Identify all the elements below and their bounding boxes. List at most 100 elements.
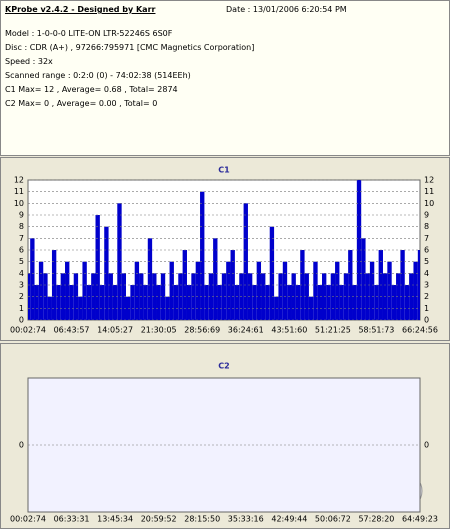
x-tick-label: 42:49:44 [271,515,307,524]
bar [356,180,362,320]
bar [256,261,262,320]
bar [121,273,126,320]
y-tick-label-right: 9 [424,211,429,220]
y-tick-label-right: 7 [424,234,429,243]
x-tick-label: 58:51:73 [358,326,394,335]
y-tick-label-right: 10 [424,199,434,208]
x-tick-label: 14:05:27 [97,326,133,335]
x-tick-label: 00:02:74 [10,515,46,524]
y-tick-label: 9 [19,211,24,220]
bar [69,285,74,320]
bar [352,285,357,320]
bar [204,285,209,320]
bar [308,296,314,320]
x-tick-label: 64:49:23 [402,515,438,524]
bar [160,273,166,320]
bar [265,285,270,320]
bar [365,273,370,320]
bar [213,238,218,320]
y-tick-label: 6 [19,246,24,255]
x-tick-label: 00:02:74 [10,326,46,335]
bar [152,273,157,320]
y-tick-label: 3 [19,281,24,290]
bar [300,250,305,320]
bar [208,273,214,320]
bar [104,226,109,320]
bar [234,285,240,320]
bar [335,261,340,320]
bar [247,273,253,320]
info-line: C1 Max= 12 , Average= 0.68 , Total= 2874 [5,85,178,94]
bar [38,261,44,320]
bar [317,285,322,320]
y-tick-label: 4 [19,269,24,278]
y-tick-label-right: 0 [424,316,429,325]
bar [252,285,257,320]
bar [117,203,122,320]
y-tick-label-right: 12 [424,176,434,185]
bar [348,250,353,320]
bar [295,285,301,320]
y-tick-label: 8 [19,222,24,231]
bar [169,261,174,320]
bar [156,285,161,320]
info-line: Speed : 32x [5,57,53,66]
bar [387,261,392,320]
y-tick-label: 5 [19,257,24,266]
info-line: Scanned range : 0:2:0 (0) - 74:02:38 (51… [5,71,191,80]
y-tick-label-right: 8 [424,222,429,231]
bar [400,250,405,320]
bar [200,191,205,320]
bar [361,238,366,320]
y-tick-label: 1 [19,304,24,313]
bar [417,250,420,320]
chart-title: C2 [218,362,229,371]
x-tick-label: 43:51:60 [271,326,307,335]
bar [217,285,222,320]
y-tick-label-right: 0 [424,441,429,450]
info-line: Model : 1-0-0-0 LITE-ON LTR-52246S 6S0F [5,29,173,38]
bar [173,285,179,320]
bar [282,261,288,320]
bar [108,273,113,320]
bar [369,261,375,320]
bar [86,285,92,320]
y-tick-label: 0 [19,441,24,450]
bar [56,285,61,320]
bar [287,285,292,320]
bar [269,226,275,320]
x-tick-label: 50:06:72 [315,515,351,524]
y-tick-label: 12 [14,176,24,185]
bar [409,273,414,320]
bar [60,273,66,320]
bar [147,238,153,320]
bar [95,215,100,320]
x-tick-label: 28:56:69 [184,326,220,335]
chart-title: C1 [218,166,230,175]
bar [99,285,105,320]
x-tick-label: 51:21:25 [315,326,351,335]
y-tick-label-right: 5 [424,257,429,266]
x-tick-label: 28:15:50 [184,515,220,524]
y-tick-label-right: 11 [424,187,434,196]
bar [226,261,231,320]
bar [130,285,135,320]
x-tick-label: 06:33:31 [54,515,90,524]
x-tick-label: 20:59:52 [141,515,177,524]
y-tick-label-right: 3 [424,281,429,290]
x-tick-label: 35:33:16 [228,515,264,524]
info-line: C2 Max= 0 , Average= 0.00 , Total= 0 [5,99,158,108]
bar [391,285,397,320]
bar [404,285,410,320]
y-tick-label-right: 1 [424,304,429,313]
bar [134,261,140,320]
y-tick-label-right: 4 [424,269,429,278]
x-tick-label: 06:43:57 [54,326,90,335]
info-line: Disc : CDR (A+) , 97266:795971 [CMC Magn… [5,43,255,52]
bar [313,261,318,320]
x-tick-label: 57:28:20 [358,515,394,524]
bar [65,261,70,320]
x-tick-label: 21:30:05 [141,326,177,335]
y-tick-label: 2 [19,292,24,301]
